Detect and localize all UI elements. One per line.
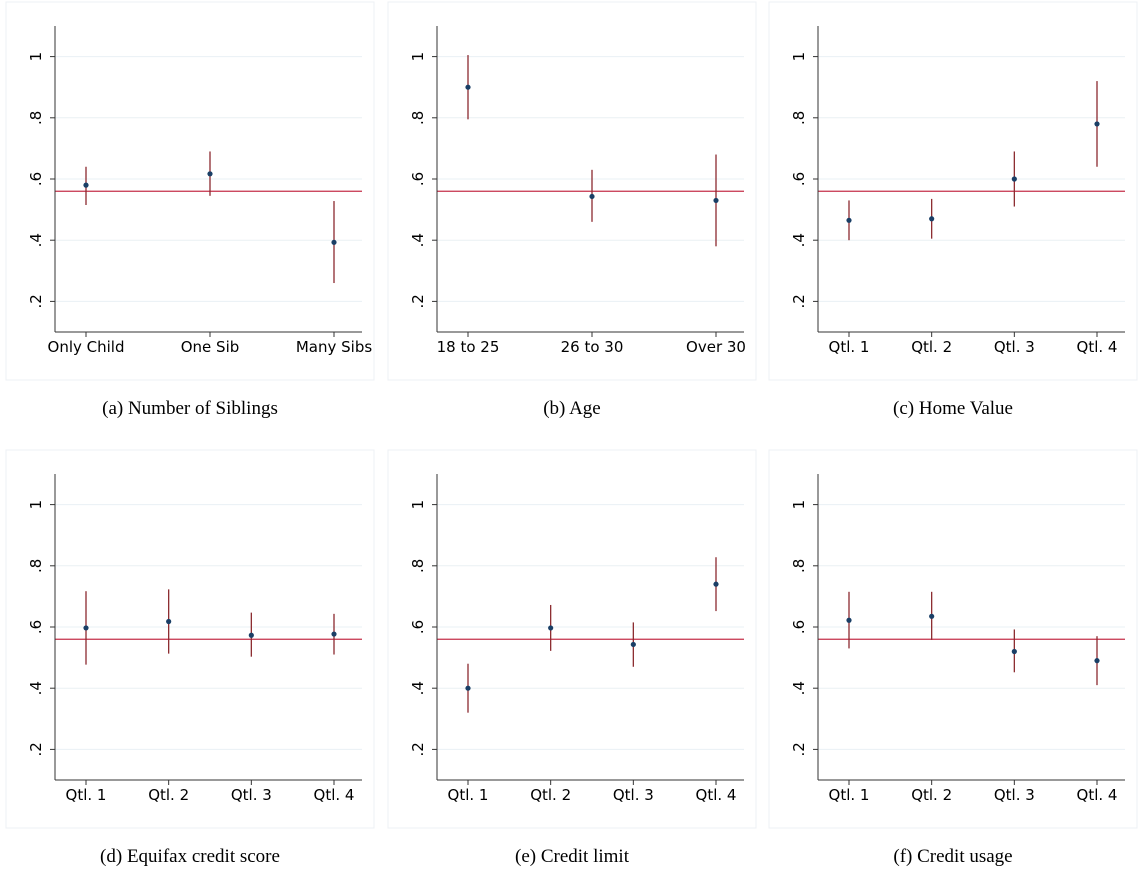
y-tick-label: .4 xyxy=(27,233,45,247)
point xyxy=(465,685,471,691)
x-tick-label: Qtl. 2 xyxy=(911,786,952,804)
x-tick-label: Qtl. 4 xyxy=(696,786,737,804)
caption: (a) Number of Siblings xyxy=(102,398,278,419)
x-tick-label: Only Child xyxy=(48,338,125,356)
caption: (e) Credit limit xyxy=(515,846,630,867)
y-tick-label: .6 xyxy=(790,172,808,186)
point xyxy=(1011,648,1017,655)
y-tick-label: .4 xyxy=(790,681,808,695)
y-tick-label: 1 xyxy=(790,52,808,62)
y-tick-label: .4 xyxy=(27,681,45,695)
point xyxy=(83,625,89,631)
y-tick-label: 1 xyxy=(27,52,45,62)
y-tick-label: .2 xyxy=(27,294,45,308)
x-tick-label: Qtl. 1 xyxy=(66,786,107,804)
y-tick-label: .4 xyxy=(409,233,427,247)
x-tick-label: Qtl. 2 xyxy=(530,786,571,804)
y-tick-label: .8 xyxy=(409,559,427,573)
point xyxy=(1011,176,1017,182)
x-tick-label: Qtl. 3 xyxy=(994,338,1035,356)
x-tick-label: Qtl. 4 xyxy=(314,786,355,804)
point xyxy=(846,617,852,623)
y-tick-label: 1 xyxy=(409,52,427,62)
y-tick-label: .2 xyxy=(409,742,427,756)
panel-frame xyxy=(5,1,375,381)
x-tick-label: Qtl. 2 xyxy=(148,786,189,804)
point xyxy=(248,632,254,638)
y-tick-label: .6 xyxy=(790,620,808,634)
y-tick-label: .8 xyxy=(790,111,808,125)
point xyxy=(465,84,471,90)
y-tick-label: .6 xyxy=(409,172,427,186)
panel-frame xyxy=(387,1,757,381)
point xyxy=(929,613,935,619)
y-tick-label: .2 xyxy=(790,294,808,308)
point xyxy=(331,631,337,637)
point xyxy=(166,618,172,625)
x-tick-label: Many Sibs xyxy=(296,338,372,356)
x-tick-label: Qtl. 3 xyxy=(613,786,654,804)
point xyxy=(331,239,337,245)
x-tick-label: Qtl. 3 xyxy=(231,786,272,804)
panel-frame xyxy=(387,449,757,829)
caption: (c) Home Value xyxy=(893,398,1013,419)
x-tick-label: Qtl. 4 xyxy=(1077,786,1118,804)
point xyxy=(630,641,636,648)
y-tick-label: .8 xyxy=(409,111,427,125)
x-tick-label: 18 to 25 xyxy=(437,338,500,356)
y-tick-label: .4 xyxy=(409,681,427,695)
y-tick-label: .8 xyxy=(27,111,45,125)
point xyxy=(713,197,719,204)
x-tick-label: Over 30 xyxy=(686,338,746,356)
x-tick-label: Qtl. 3 xyxy=(994,786,1035,804)
x-tick-label: Qtl. 1 xyxy=(448,786,489,804)
point xyxy=(713,581,719,587)
caption: (f) Credit usage xyxy=(893,846,1012,867)
panel-frame xyxy=(768,1,1138,381)
point xyxy=(929,216,935,222)
y-tick-label: 1 xyxy=(409,500,427,510)
panel-frame xyxy=(5,449,375,829)
point xyxy=(83,182,89,188)
y-tick-label: .6 xyxy=(409,620,427,634)
x-tick-label: Qtl. 4 xyxy=(1077,338,1118,356)
y-tick-label: .8 xyxy=(27,559,45,573)
y-tick-label: .4 xyxy=(790,233,808,247)
point xyxy=(548,625,554,631)
y-tick-label: 1 xyxy=(27,500,45,510)
point xyxy=(846,217,852,223)
y-tick-label: .2 xyxy=(409,294,427,308)
caption: (d) Equifax credit score xyxy=(100,846,280,867)
point xyxy=(207,171,213,177)
y-tick-label: .2 xyxy=(790,742,808,756)
x-tick-label: Qtl. 1 xyxy=(829,786,870,804)
x-tick-label: One Sib xyxy=(181,338,240,356)
y-tick-label: .6 xyxy=(27,172,45,186)
caption: (b) Age xyxy=(543,398,601,419)
y-tick-label: 1 xyxy=(790,500,808,510)
point xyxy=(589,193,595,200)
x-tick-label: Qtl. 1 xyxy=(829,338,870,356)
panel-frame xyxy=(768,449,1138,829)
y-tick-label: .2 xyxy=(27,742,45,756)
point xyxy=(1094,658,1100,664)
point xyxy=(1094,121,1100,127)
y-tick-label: .6 xyxy=(27,620,45,634)
x-tick-label: Qtl. 2 xyxy=(911,338,952,356)
y-tick-label: .8 xyxy=(790,559,808,573)
x-tick-label: 26 to 30 xyxy=(561,338,624,356)
